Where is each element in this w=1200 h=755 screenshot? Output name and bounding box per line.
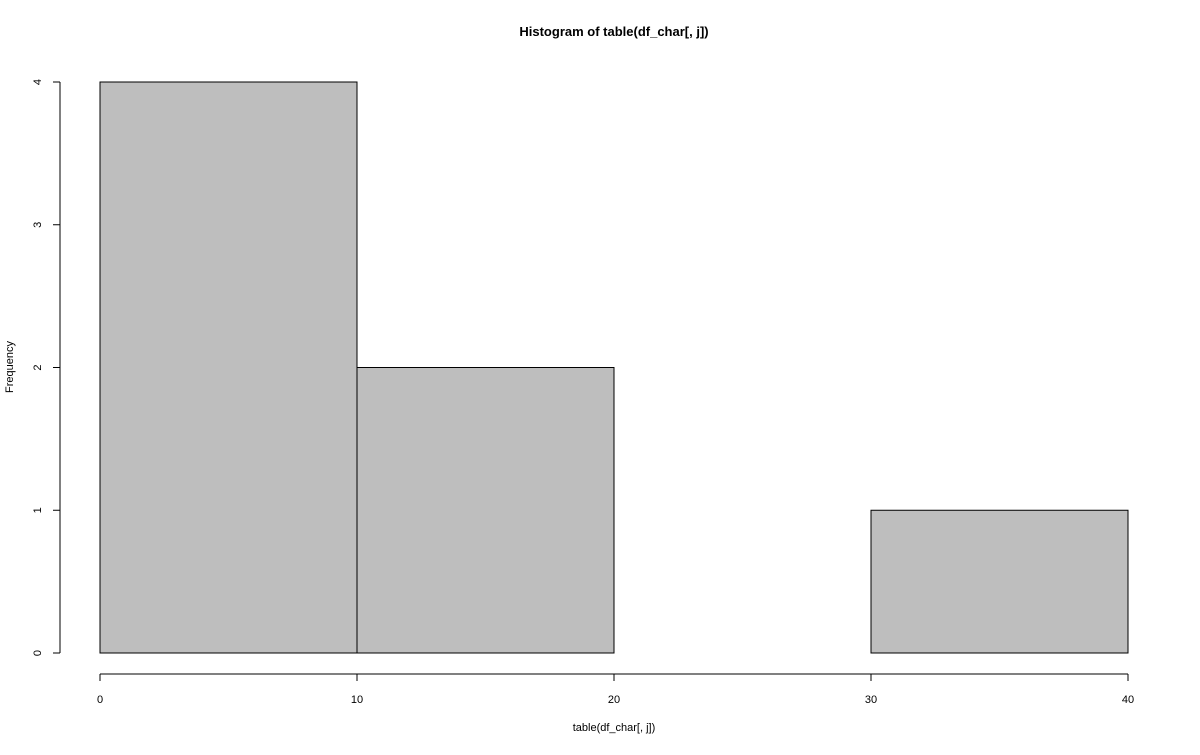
y-tick-label-0: 0 — [32, 650, 44, 656]
x-tick-label-1: 10 — [351, 694, 363, 706]
bars-group — [99, 81, 1129, 654]
y-tick-label-1: 1 — [32, 507, 44, 513]
y-tick-label-4: 4 — [32, 79, 44, 85]
histogram-bar-0 — [99, 81, 358, 654]
y-axis-label: Frequency — [4, 341, 16, 393]
x-tick-label-4: 40 — [1122, 694, 1134, 706]
y-axis: 0 1 2 3 4 — [32, 79, 61, 656]
chart-title: Histogram of table(df_char[, j]) — [519, 24, 708, 39]
histogram-bar-1 — [356, 367, 615, 654]
x-axis: 0 10 20 30 40 — [97, 673, 1134, 706]
histogram-bar-3 — [870, 509, 1129, 654]
y-tick-label-2: 2 — [32, 364, 44, 370]
x-tick-label-0: 0 — [97, 694, 103, 706]
y-tick-label-3: 3 — [32, 222, 44, 228]
x-tick-label-3: 30 — [865, 694, 877, 706]
x-axis-label: table(df_char[, j]) — [573, 722, 656, 734]
x-tick-label-2: 20 — [608, 694, 620, 706]
